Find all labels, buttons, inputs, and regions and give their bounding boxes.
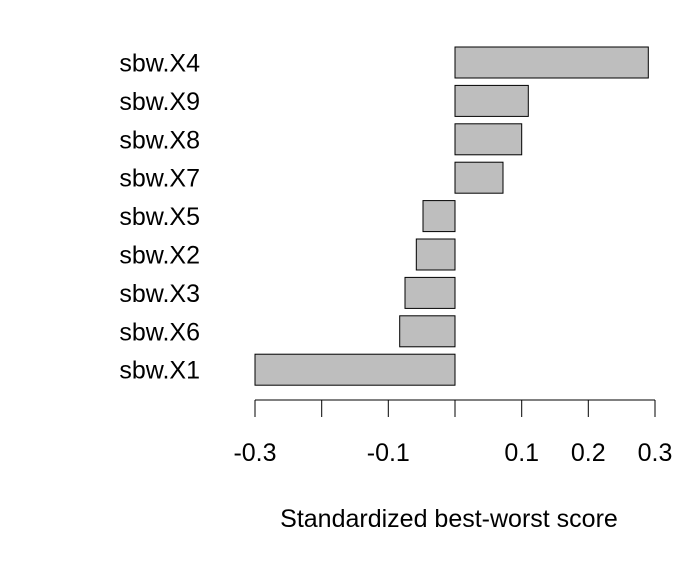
bars-group bbox=[254, 46, 649, 386]
bar-sbw-x1 bbox=[254, 353, 456, 386]
category-label: sbw.X9 bbox=[119, 88, 200, 116]
bar-sbw-x9 bbox=[454, 84, 529, 117]
x-tick-label: -0.3 bbox=[233, 439, 276, 467]
bar-sbw-x6 bbox=[399, 315, 456, 348]
x-axis-title: Standardized best-worst score bbox=[280, 505, 618, 533]
category-label: sbw.X8 bbox=[119, 126, 200, 154]
category-label: sbw.X1 bbox=[119, 357, 200, 385]
category-label: sbw.X7 bbox=[119, 165, 200, 193]
category-label: sbw.X6 bbox=[119, 318, 200, 346]
x-tick-label: 0.3 bbox=[638, 439, 673, 467]
x-tick-label: 0.2 bbox=[571, 439, 606, 467]
bar-sbw-x7 bbox=[454, 161, 504, 194]
bar-sbw-x3 bbox=[404, 276, 456, 309]
category-label: sbw.X2 bbox=[119, 242, 200, 270]
x-tick-label: 0.1 bbox=[504, 439, 539, 467]
bar-sbw-x4 bbox=[454, 46, 649, 79]
bar-sbw-x2 bbox=[415, 238, 456, 271]
x-tick-label: -0.1 bbox=[367, 439, 410, 467]
bar-sbw-x5 bbox=[422, 200, 456, 233]
category-labels: sbw.X4 sbw.X9 sbw.X8 sbw.X7 sbw.X5 sbw.X2 sbw.… bbox=[119, 50, 200, 385]
category-label: sbw.X5 bbox=[119, 203, 200, 231]
bar-sbw-x8 bbox=[454, 123, 523, 156]
category-label: sbw.X3 bbox=[119, 280, 200, 308]
x-axis: -0.3 -0.1 0.1 0.2 0.3 bbox=[233, 399, 673, 467]
category-label: sbw.X4 bbox=[119, 50, 200, 78]
